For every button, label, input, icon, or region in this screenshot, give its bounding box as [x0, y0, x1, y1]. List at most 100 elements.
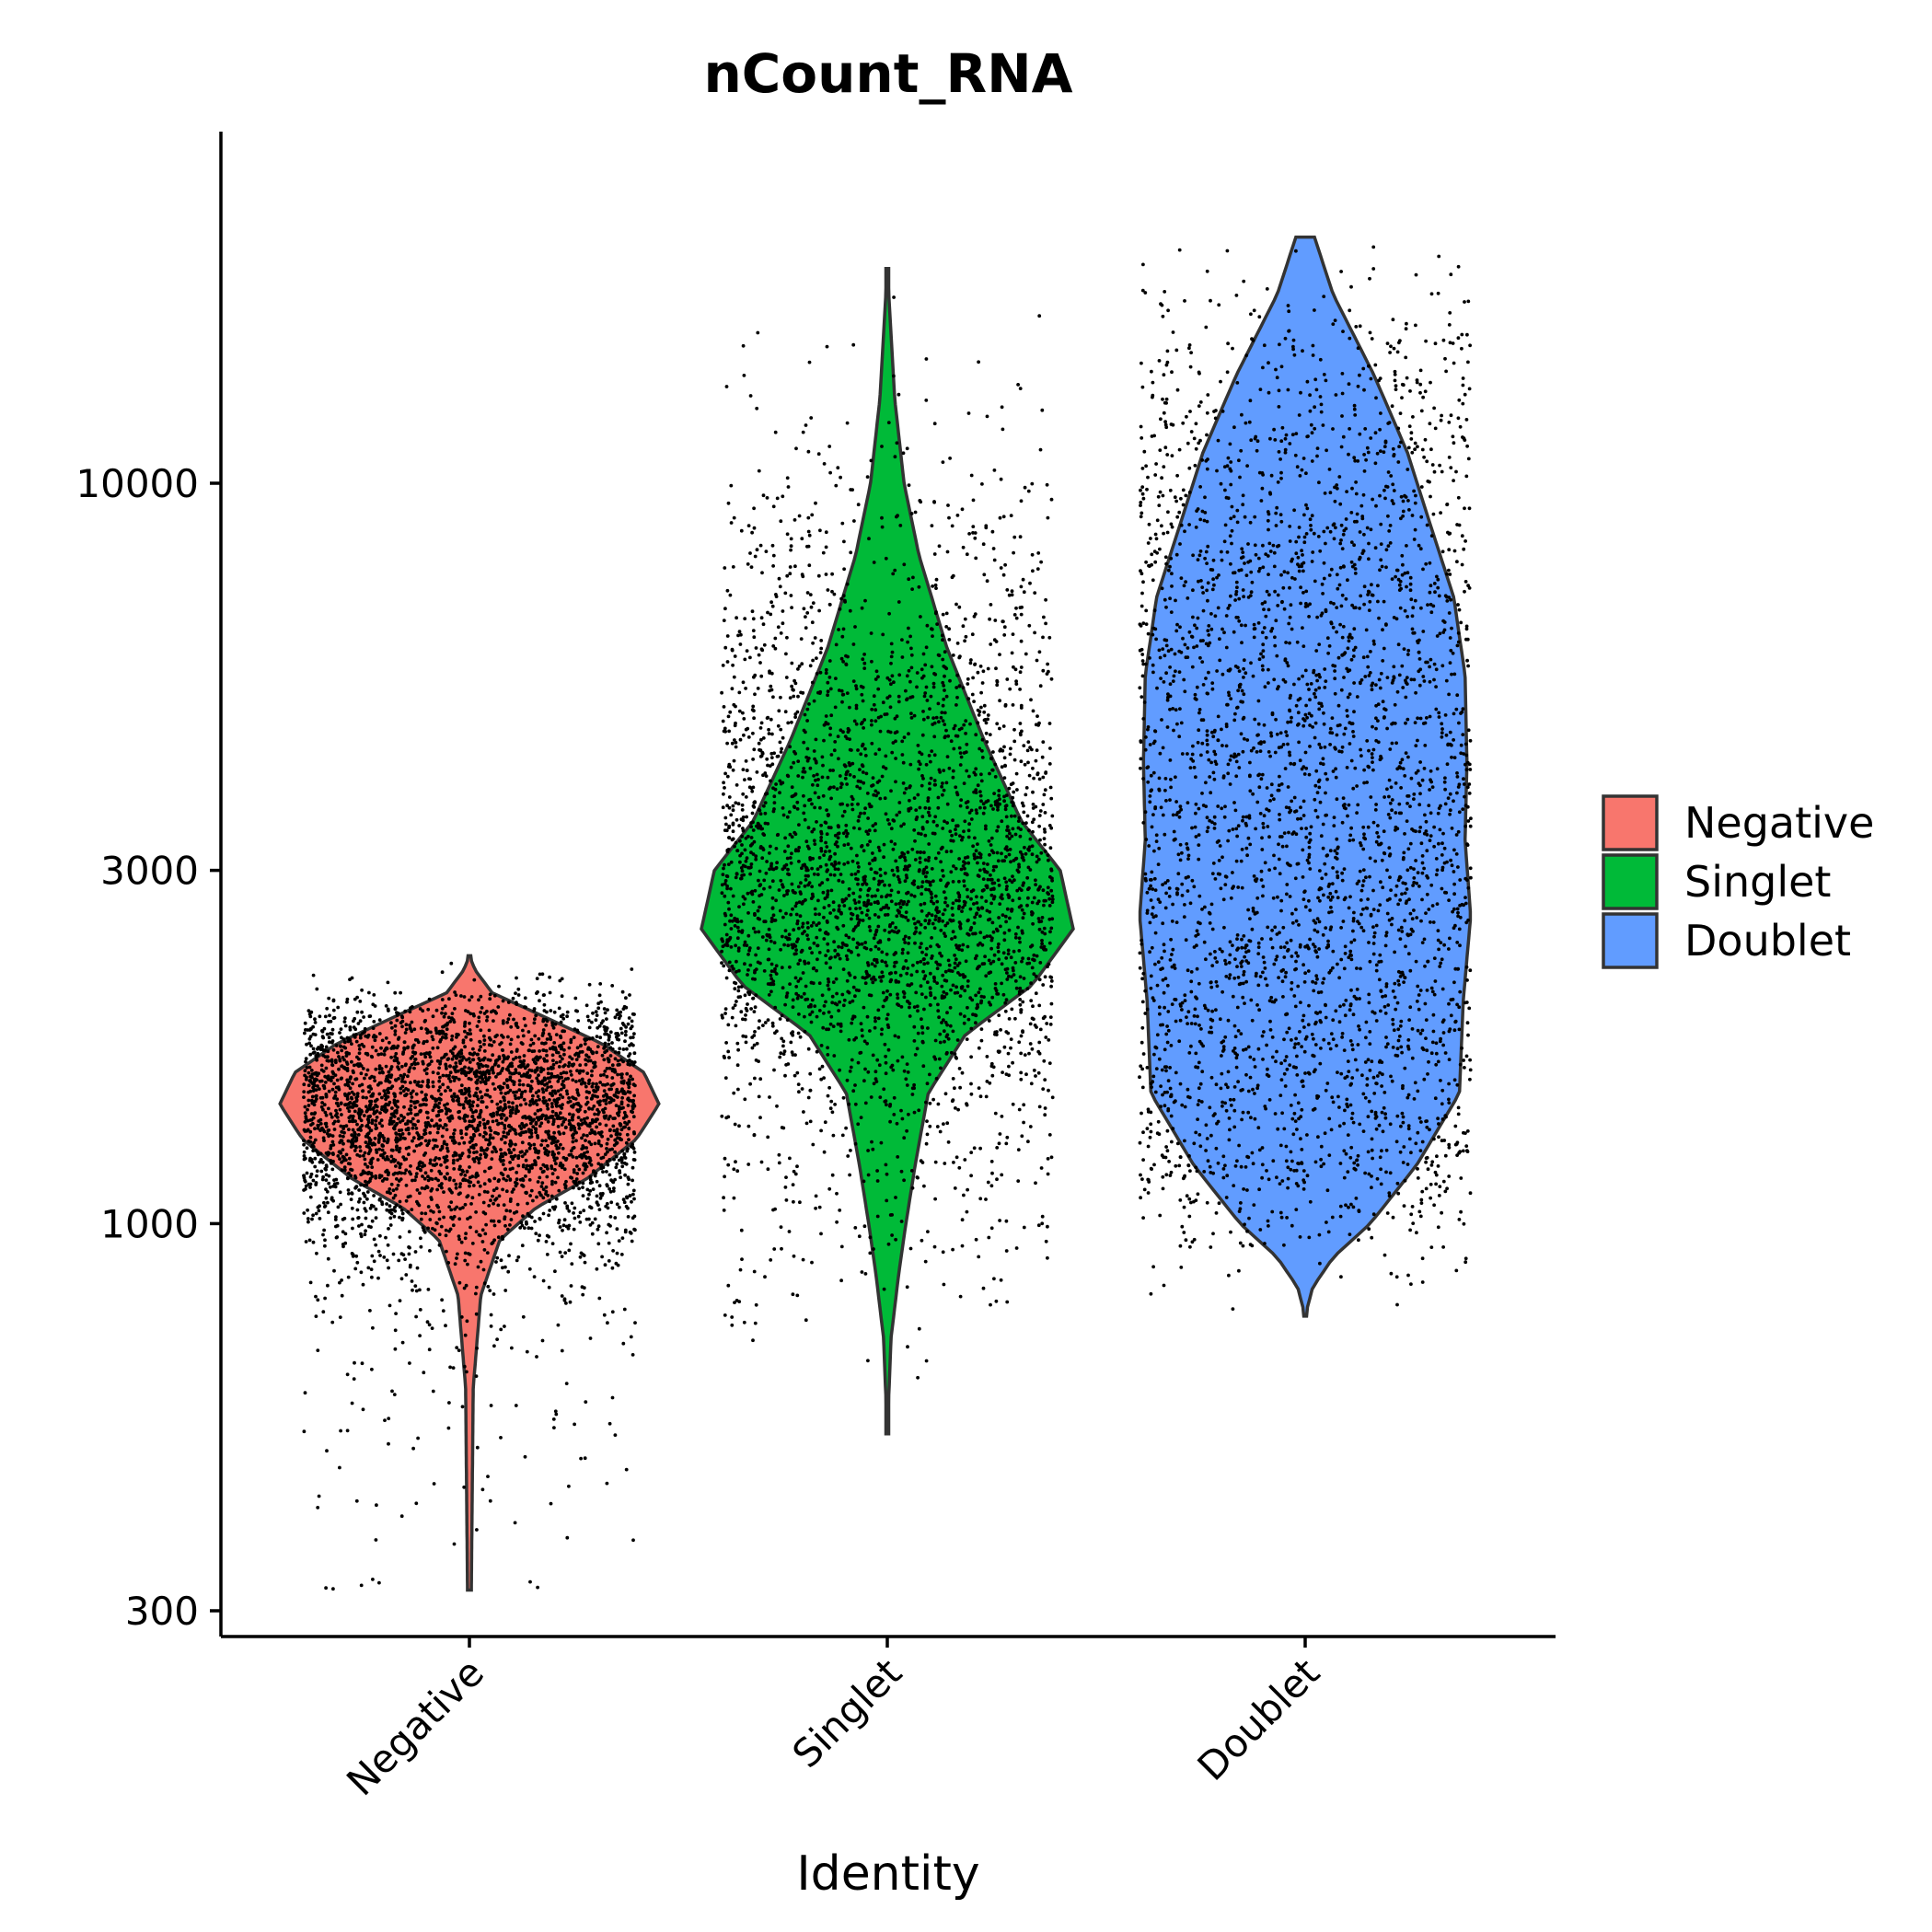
- data-point: [931, 716, 935, 720]
- data-point: [475, 1528, 479, 1532]
- data-point: [530, 1163, 535, 1167]
- data-point: [448, 1080, 453, 1083]
- data-point: [1044, 1035, 1048, 1039]
- data-point: [822, 853, 826, 857]
- data-point: [953, 954, 956, 957]
- data-point: [358, 1019, 363, 1024]
- data-point: [878, 796, 883, 801]
- data-point: [384, 1036, 388, 1040]
- data-point: [618, 1107, 621, 1112]
- data-point: [404, 1027, 409, 1032]
- data-point: [564, 1158, 568, 1162]
- data-point: [780, 746, 783, 751]
- data-point: [385, 1108, 389, 1113]
- data-point: [1010, 651, 1014, 655]
- data-point: [824, 573, 828, 576]
- data-point: [755, 548, 759, 552]
- data-point: [576, 1052, 581, 1056]
- data-point: [307, 1009, 311, 1012]
- data-point: [552, 1426, 556, 1429]
- data-point: [465, 1127, 469, 1131]
- data-point: [1024, 786, 1029, 790]
- data-point: [394, 1104, 398, 1107]
- data-point: [471, 1100, 475, 1105]
- data-point: [428, 1249, 432, 1253]
- data-point: [757, 653, 761, 657]
- data-point: [380, 1124, 385, 1128]
- data-point: [1046, 891, 1049, 895]
- data-point: [308, 1186, 312, 1189]
- data-point: [475, 1346, 479, 1350]
- data-point: [469, 1067, 474, 1071]
- data-point: [338, 1134, 342, 1138]
- data-point: [442, 1024, 446, 1029]
- data-point: [327, 1020, 330, 1024]
- data-point: [343, 1082, 348, 1087]
- data-point: [306, 1217, 310, 1221]
- data-point: [621, 1081, 626, 1085]
- data-point: [358, 1034, 363, 1037]
- data-point: [974, 791, 978, 794]
- data-point: [388, 1100, 392, 1105]
- data-point: [607, 1066, 612, 1070]
- data-point: [385, 1155, 389, 1159]
- data-point: [846, 831, 850, 836]
- data-point: [770, 1021, 775, 1025]
- data-point: [883, 928, 887, 932]
- data-point: [520, 1121, 525, 1126]
- data-point: [928, 787, 931, 792]
- data-point: [816, 573, 821, 578]
- data-point: [573, 1027, 577, 1032]
- data-point: [1044, 1239, 1048, 1244]
- data-point: [1012, 973, 1016, 977]
- data-point: [503, 1217, 507, 1221]
- data-point: [619, 1013, 622, 1018]
- data-point: [729, 483, 734, 488]
- data-point: [845, 691, 850, 695]
- data-point: [455, 1035, 458, 1039]
- data-point: [780, 1246, 783, 1251]
- data-point: [620, 1095, 624, 1100]
- data-point: [727, 805, 732, 810]
- data-point: [414, 1314, 418, 1319]
- data-point: [430, 1186, 434, 1191]
- data-point: [446, 1015, 451, 1020]
- data-point: [819, 1077, 824, 1082]
- data-point: [358, 1126, 363, 1129]
- data-point: [550, 1021, 554, 1025]
- data-point: [445, 1249, 448, 1254]
- data-point: [499, 1436, 503, 1440]
- data-point: [495, 1110, 500, 1115]
- data-point: [440, 1298, 444, 1302]
- data-point: [476, 1078, 480, 1082]
- data-point: [818, 805, 822, 810]
- data-point: [517, 1132, 522, 1136]
- data-point: [365, 1035, 370, 1039]
- data-point: [824, 545, 828, 550]
- data-point: [593, 1141, 597, 1146]
- data-point: [615, 1227, 619, 1232]
- data-point: [383, 1157, 388, 1162]
- data-point: [453, 990, 457, 994]
- data-point: [976, 842, 979, 846]
- data-point: [861, 770, 865, 774]
- data-point: [317, 1494, 321, 1498]
- data-point: [867, 828, 872, 833]
- data-point: [307, 1238, 312, 1243]
- data-point: [402, 1040, 407, 1045]
- data-point: [620, 1164, 625, 1169]
- data-point: [452, 1092, 457, 1096]
- data-point: [333, 1059, 338, 1062]
- data-point: [341, 1134, 345, 1139]
- data-point: [722, 1209, 726, 1212]
- data-point: [353, 1360, 356, 1365]
- data-point: [797, 823, 801, 827]
- data-point: [1047, 858, 1050, 862]
- data-point: [337, 1067, 341, 1071]
- data-point: [526, 1128, 531, 1131]
- data-point: [359, 1071, 364, 1076]
- data-point: [469, 1077, 473, 1082]
- data-point: [996, 825, 1001, 829]
- data-point: [425, 1320, 430, 1325]
- data-point: [470, 1196, 475, 1200]
